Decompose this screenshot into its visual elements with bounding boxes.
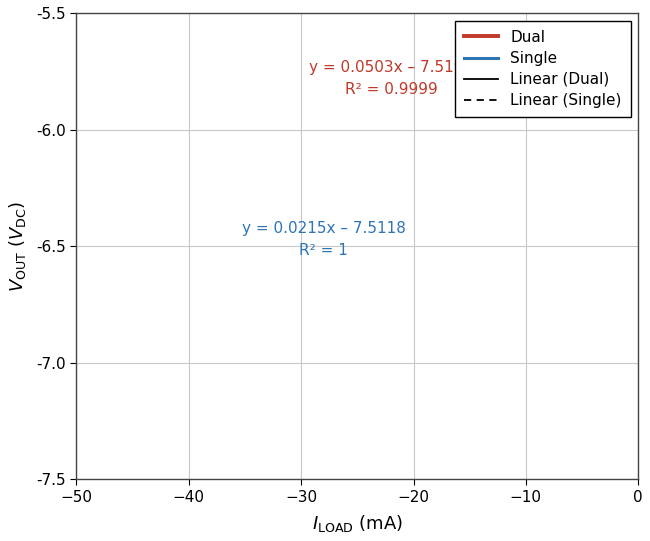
- Line: Dual: Dual: [207, 484, 638, 541]
- Text: y = 0.0215x – 7.5118
R² = 1: y = 0.0215x – 7.5118 R² = 1: [242, 221, 406, 258]
- X-axis label: $I_{\mathrm{LOAD}}$ (mA): $I_{\mathrm{LOAD}}$ (mA): [312, 513, 403, 534]
- Single: [547, 518, 554, 524]
- Dual: [634, 480, 642, 487]
- Linear (Dual): [624, 491, 632, 498]
- Line: Linear (Single): Linear (Single): [151, 482, 638, 541]
- Dual: [624, 491, 632, 498]
- Linear (Dual): [634, 480, 642, 487]
- Legend: Dual, Single, Linear (Dual), Linear (Single): Dual, Single, Linear (Dual), Linear (Sin…: [455, 21, 630, 117]
- Single: [623, 484, 630, 491]
- Single: [634, 479, 642, 485]
- Linear (Single): [623, 484, 630, 491]
- Linear (Single): [634, 479, 642, 485]
- Y-axis label: $V_{\mathrm{OUT}}$ ($V_{\mathrm{DC}}$): $V_{\mathrm{OUT}}$ ($V_{\mathrm{DC}}$): [7, 201, 28, 292]
- Linear (Single): [547, 518, 554, 524]
- Line: Single: Single: [151, 482, 638, 541]
- Text: y = 0.0503x – 7.5193
R² = 0.9999: y = 0.0503x – 7.5193 R² = 0.9999: [309, 60, 473, 97]
- Line: Linear (Dual): Linear (Dual): [207, 484, 638, 541]
